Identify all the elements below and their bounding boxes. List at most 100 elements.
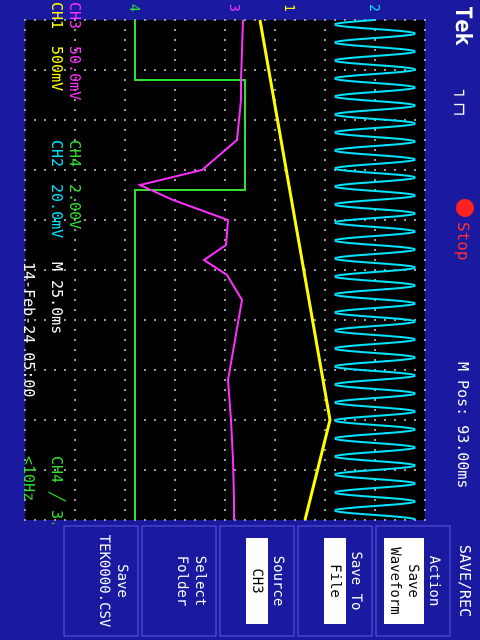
grid-dot <box>164 119 166 121</box>
grid-dot <box>24 89 26 91</box>
grid-dot <box>314 69 316 71</box>
grid-dot <box>154 469 156 471</box>
grid-dot <box>374 89 376 91</box>
grid-dot <box>304 319 306 321</box>
grid-dot <box>324 69 326 71</box>
grid-dot <box>64 19 66 21</box>
grid-dot <box>124 169 126 171</box>
grid-dot <box>424 249 426 251</box>
grid-dot <box>74 259 76 261</box>
grid-dot <box>324 249 326 251</box>
grid-dot <box>74 409 76 411</box>
grid-dot <box>224 139 226 141</box>
grid-dot <box>274 149 276 151</box>
grid-dot <box>34 169 36 171</box>
grid-dot <box>24 319 26 321</box>
grid-dot <box>94 319 96 321</box>
grid-dot <box>24 149 26 151</box>
grid-dot <box>374 79 376 81</box>
menu-item-label: Source <box>270 556 286 607</box>
grid-dot <box>84 169 86 171</box>
grid-dot <box>424 199 426 201</box>
grid-dot <box>174 129 176 131</box>
grid-dot <box>214 219 216 221</box>
grid-dot <box>374 219 376 221</box>
grid-dot <box>184 119 186 121</box>
grid-dot <box>114 119 116 121</box>
grid-dot <box>194 269 196 271</box>
grid-dot <box>34 219 36 221</box>
grid-dot <box>24 59 26 61</box>
grid-dot <box>374 149 376 151</box>
grid-dot <box>74 69 76 71</box>
grid-dot <box>324 209 326 211</box>
menu-item-box[interactable] <box>63 525 139 637</box>
grid-dot <box>424 469 426 471</box>
grid-dot <box>164 19 166 21</box>
grid-dot <box>304 69 306 71</box>
menu-item-value-box[interactable] <box>384 538 424 624</box>
ch1-scale: 500mV <box>48 46 66 91</box>
grid-dot <box>234 319 236 321</box>
grid-dot <box>244 69 246 71</box>
menu-item-value-box[interactable] <box>246 538 268 624</box>
grid-dot <box>24 369 26 371</box>
grid-dot <box>374 329 376 331</box>
menu-item-box[interactable] <box>141 525 217 637</box>
menu-item-1[interactable]: Save To File <box>297 525 373 637</box>
grid-dot <box>424 239 426 241</box>
grid-dot <box>224 409 226 411</box>
grid-dot <box>84 369 86 371</box>
grid-dot <box>154 119 156 121</box>
grid-dot <box>24 129 26 131</box>
grid-dot <box>344 69 346 71</box>
grid-dot <box>44 169 46 171</box>
grid-dot <box>424 399 426 401</box>
grid-dot <box>354 419 356 421</box>
grid-dot <box>274 159 276 161</box>
grid-dot <box>234 269 236 271</box>
grid-dot <box>24 329 26 331</box>
grid-dot <box>324 359 326 361</box>
grid-dot <box>424 319 426 321</box>
grid-dot <box>184 469 186 471</box>
grid-dot <box>54 269 56 271</box>
grid-dot <box>324 199 326 201</box>
grid-dot <box>34 519 36 521</box>
grid-dot <box>224 399 226 401</box>
grid-dot <box>334 219 336 221</box>
grid-dot <box>224 339 226 341</box>
grid-dot <box>124 439 126 441</box>
grid-dot <box>364 119 366 121</box>
grid-dot <box>224 449 226 451</box>
grid-dot <box>24 159 26 161</box>
grid-dot <box>424 49 426 51</box>
grid-dot <box>174 89 176 91</box>
grid-dot <box>124 389 126 391</box>
menu-title: SAVE/REC <box>456 545 474 617</box>
grid-dot <box>44 19 46 21</box>
grid-dot <box>174 139 176 141</box>
grid-dot <box>224 269 226 271</box>
menu-item-value-box[interactable] <box>324 538 346 624</box>
ch4-trace <box>134 20 246 520</box>
grid-dot <box>164 219 166 221</box>
grid-dot <box>224 199 226 201</box>
grid-dot <box>424 449 426 451</box>
menu-item-2[interactable]: Source CH3 <box>219 525 295 637</box>
grid-dot <box>84 219 86 221</box>
grid-dot <box>34 419 36 421</box>
grid-dot <box>154 219 156 221</box>
grid-dot <box>64 219 66 221</box>
grid-dot <box>324 59 326 61</box>
grid-dot <box>184 19 186 21</box>
grid-dot <box>74 319 76 321</box>
grid-dot <box>224 289 226 291</box>
grid-dot <box>274 29 276 31</box>
grid-dot <box>264 519 266 521</box>
grid-dot <box>24 449 26 451</box>
menu-item-value: Save <box>405 564 421 598</box>
